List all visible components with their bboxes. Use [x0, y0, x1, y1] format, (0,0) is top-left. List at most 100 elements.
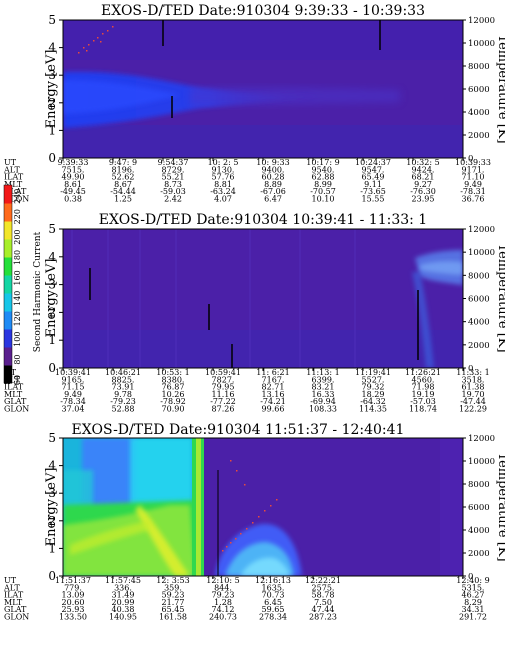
orbit-cell: 47.44 — [312, 605, 335, 614]
orbit-cell: 73.91 — [112, 383, 135, 392]
panel-1-y2label: Temperature [K] — [495, 34, 505, 143]
orbit-cell: 20.60 — [62, 598, 85, 607]
orbit-row-label: ILAT — [4, 383, 24, 392]
orbit-cell: 25.93 — [62, 605, 85, 614]
temperature-tick-label: 6000 — [468, 295, 490, 305]
orbit-cell: 82.71 — [262, 383, 285, 392]
orbit-cell: 8.81 — [214, 180, 232, 189]
colorbar: 60 80 100 120 140 160 180 200 220 240 Second Harm… — [3, 184, 43, 385]
colorbar-swatch — [4, 329, 12, 348]
orbit-row-label: GLON — [4, 405, 29, 414]
panel-1-spectrogram — [63, 20, 463, 158]
ut-tick-label: 10:32: 5 — [406, 158, 439, 167]
orbit-cell: -54.44 — [110, 187, 136, 196]
orbit-cell: 20.99 — [112, 598, 135, 607]
colorbar-tick-label: 160 — [13, 270, 22, 285]
temperature-tick-label: 0 — [468, 572, 473, 582]
colorbar-tick-label: 140 — [13, 291, 22, 306]
orbit-cell: 70.90 — [162, 405, 185, 414]
orbit-row-label: MLT — [4, 390, 23, 399]
ut-tick-label: 10:53: 1 — [156, 368, 189, 377]
panel-3-region-lime-arc — [70, 520, 150, 555]
colorbar-swatch — [4, 347, 12, 366]
temperature-tick-label: 10000 — [468, 248, 495, 258]
colorbar-swatch — [4, 311, 12, 330]
orbit-cell: 65.49 — [362, 173, 385, 182]
colorbar-tick-label: 60 — [13, 375, 22, 385]
ut-tick-label: 10:17: 9 — [306, 158, 339, 167]
panel-1-left-axis: 0 1 2 3 4 5 — [48, 13, 63, 165]
orbit-cell: 10.26 — [162, 390, 185, 399]
orbit-cell: 140.95 — [109, 613, 137, 622]
colorbar-swatch — [4, 239, 12, 258]
orbit-row-label: GLAT — [4, 187, 27, 196]
orbit-cell: 52.88 — [112, 405, 135, 414]
ut-tick-label: 12:16:13 — [255, 576, 291, 585]
orbit-cell: 2575. — [312, 583, 335, 592]
energy-tick-label: 5 — [48, 222, 56, 236]
temperature-tick-label: 4000 — [468, 108, 490, 118]
panel-1-specks — [78, 26, 114, 54]
orbit-cell: -78.92 — [160, 397, 186, 406]
orbit-cell: 9.27 — [414, 180, 432, 189]
orbit-cell: 74.12 — [212, 605, 235, 614]
temperature-tick-label: 2000 — [468, 549, 490, 559]
temperature-tick-label: 4000 — [468, 526, 490, 536]
colorbar-tick-label: 200 — [13, 229, 22, 244]
panel-1-lower-haze — [63, 125, 463, 158]
orbit-cell: 9424. — [412, 165, 435, 174]
temperature-tick-label: 12000 — [468, 434, 495, 444]
energy-tick-label: 3 — [48, 486, 56, 500]
orbit-cell: 0.38 — [64, 195, 82, 204]
orbit-cell: 9130. — [212, 165, 235, 174]
orbit-cell: 10.10 — [312, 195, 335, 204]
ut-tick-label: 10:39:33 — [455, 158, 491, 167]
ut-tick-label: 11:19:41 — [355, 368, 391, 377]
orbit-cell: 21.77 — [162, 598, 185, 607]
orbit-cell: 3518. — [462, 375, 485, 384]
orbit-cell: 8.67 — [114, 180, 132, 189]
panel-1-right-axis: 0 2000 4000 6000 8000 10000 12000 — [463, 16, 495, 164]
orbit-cell: 118.74 — [409, 405, 437, 414]
orbit-cell: 6399. — [312, 375, 335, 384]
orbit-cell: 16.33 — [312, 390, 335, 399]
orbit-cell: 40.38 — [112, 605, 135, 614]
orbit-cell: -49.45 — [60, 187, 86, 196]
orbit-cell: 8196. — [112, 165, 135, 174]
panel-3-orbit-table: UTALTILATMLTGLATGLON11:51:37779.13.0920.… — [3, 576, 490, 622]
colorbar-swatch — [4, 293, 12, 312]
panel-3-transition-strip-edge — [196, 438, 201, 576]
panel-3-left-axis: 0 1 2 3 4 5 — [48, 431, 63, 583]
energy-tick-label: 4 — [48, 250, 56, 264]
colorbar-tick-label: 80 — [13, 354, 22, 364]
colorbar-tick-label: 100 — [13, 332, 22, 347]
orbit-cell: 122.29 — [459, 405, 487, 414]
orbit-cell: 8.89 — [264, 180, 282, 189]
orbit-cell: 34.31 — [462, 605, 485, 614]
orbit-cell: 6.47 — [264, 195, 282, 204]
panel-2: EXOS-D/TED Date:910304 10:39:41 - 11:33:… — [3, 212, 505, 414]
temperature-tick-label: 8000 — [468, 271, 490, 281]
orbit-cell: 7827. — [212, 375, 235, 384]
orbit-cell: -67.06 — [260, 187, 286, 196]
ut-tick-label: 9:39:33 — [58, 158, 89, 167]
orbit-row-label: GLAT — [4, 397, 27, 406]
ut-tick-label: 9:47: 9 — [109, 158, 137, 167]
orbit-row-label: MLT — [4, 598, 23, 607]
temperature-tick-label: 12000 — [468, 225, 495, 235]
orbit-cell: 9547. — [362, 165, 385, 174]
ut-tick-label: 10:46:21 — [105, 368, 141, 377]
orbit-cell: 291.72 — [459, 613, 487, 622]
orbit-row-label: UT — [4, 576, 17, 585]
orbit-cell: 70.73 — [262, 591, 285, 600]
orbit-cell: 79.95 — [212, 383, 235, 392]
colorbar-swatch — [4, 365, 12, 384]
orbit-row-label: ALT — [3, 583, 20, 592]
panel-2-streaks — [71, 229, 356, 368]
orbit-row-label: ILAT — [4, 591, 24, 600]
orbit-cell: 844. — [214, 583, 232, 592]
orbit-cell: 46.27 — [462, 591, 485, 600]
orbit-cell: -76.30 — [410, 187, 436, 196]
colorbar-label: Second Harmonic Current — [33, 231, 43, 352]
